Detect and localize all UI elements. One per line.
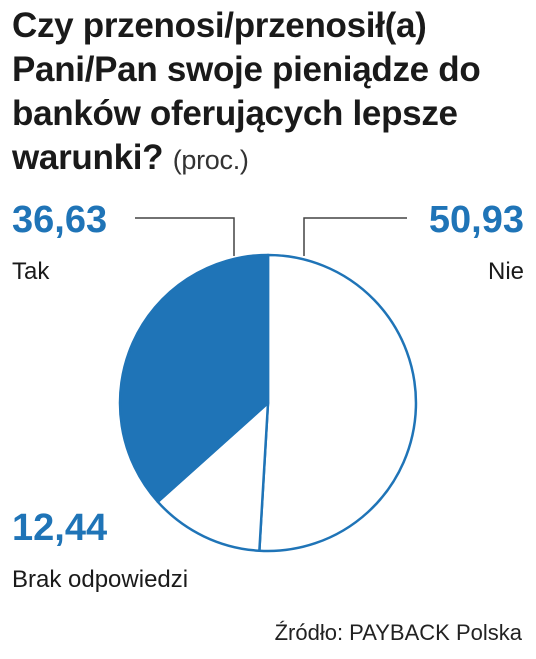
unit-label: (proc.) bbox=[172, 145, 249, 175]
pie-slice-brak-odpowiedzi bbox=[156, 401, 270, 552]
leader-line-tak bbox=[135, 217, 235, 256]
pie-slice-nie bbox=[258, 253, 418, 553]
chart-title: Czy przenosi/przenosił(a) Pani/Pan swoje… bbox=[12, 4, 527, 182]
leader-line-nie bbox=[303, 217, 407, 256]
value-label-tak: 36,63 bbox=[12, 199, 108, 241]
source-note: Źródło: PAYBACK Polska bbox=[274, 620, 522, 645]
chart-title-text: Czy przenosi/przenosił(a) Pani/Pan swoje… bbox=[12, 6, 481, 177]
value-label-nie: 50,93 bbox=[428, 199, 524, 241]
category-label-brak: Brak odpowiedzi bbox=[12, 566, 189, 593]
pie-slices bbox=[118, 253, 418, 553]
pie-slice-tak bbox=[118, 253, 270, 504]
value-label-brak: 12,44 bbox=[12, 507, 108, 549]
category-label-nie: Nie bbox=[487, 258, 524, 285]
category-label-tak: Tak bbox=[12, 258, 50, 285]
leader-lines bbox=[135, 217, 407, 256]
